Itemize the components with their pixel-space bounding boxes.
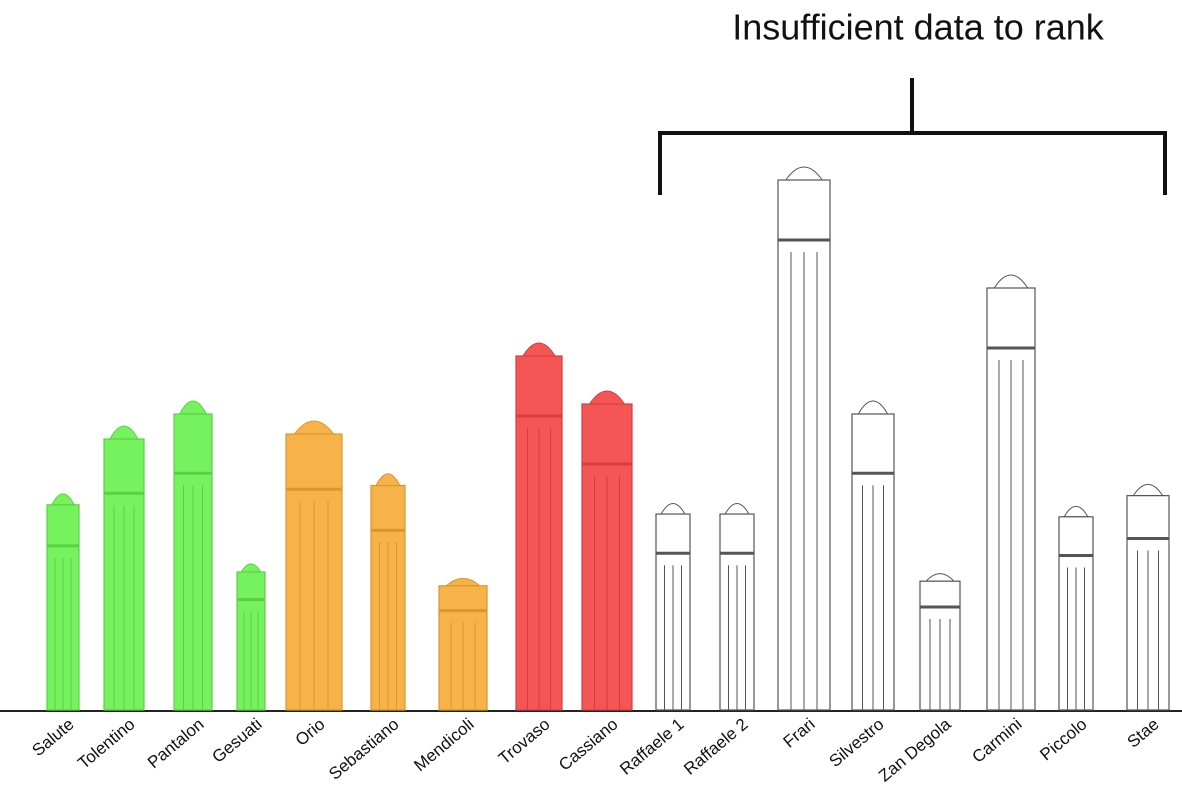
tower (986, 274, 1036, 711)
tower (655, 503, 691, 711)
tower-label: Trovaso (495, 715, 554, 769)
tower-cap (1063, 505, 1089, 518)
tower (515, 342, 563, 711)
tower-cap (993, 274, 1029, 289)
tower (777, 166, 831, 711)
tower-cap (924, 573, 956, 582)
tower-cap (1132, 483, 1164, 497)
tower-cap (240, 563, 262, 573)
bracket (658, 78, 1167, 195)
tower-cap (293, 420, 335, 435)
tower-label: Pantalon (144, 715, 208, 773)
tower-label: Stae (1124, 715, 1163, 752)
tower-label: Orio (292, 715, 329, 750)
tower-cap (660, 503, 686, 515)
tower-cap (444, 577, 482, 587)
tower-cap (784, 166, 824, 181)
tower-label: Gesuati (208, 715, 265, 767)
tower-cap (109, 425, 139, 440)
tower-cap (375, 473, 401, 487)
tower (103, 425, 145, 711)
tower (285, 420, 343, 711)
tower (236, 563, 266, 711)
tower (370, 473, 406, 711)
tower (1126, 483, 1170, 711)
tower (173, 400, 213, 711)
tower (919, 573, 961, 711)
tower-label: Mendicoli (410, 715, 477, 776)
tower (719, 503, 755, 711)
tower-label: Frari (780, 715, 819, 752)
tower-label: Sebastiano (325, 715, 402, 784)
tower-label: Salute (28, 715, 77, 761)
annotation: Insufficient data to rank (732, 7, 1105, 48)
tower-cap (50, 493, 76, 506)
tower-label: Piccolo (1036, 715, 1090, 765)
tower-cap (178, 400, 208, 415)
tower (1058, 505, 1094, 711)
tower-cap (522, 342, 556, 357)
tower-label: Cassiano (555, 715, 622, 775)
tower-cap (857, 400, 889, 415)
tower-cap (724, 503, 750, 515)
tower-label: Raffaele 2 (680, 715, 751, 779)
tower-label: Carmini (968, 715, 1025, 767)
tower-label: Silvestro (825, 715, 887, 771)
tower-label: Tolentino (74, 715, 138, 773)
tower (46, 493, 80, 711)
tower-label: Zan Degola (875, 714, 955, 785)
tower (581, 390, 633, 711)
tower (438, 577, 488, 711)
tower-label: Raffaele 1 (616, 715, 687, 779)
tower-cap (588, 390, 626, 405)
tower (851, 400, 895, 711)
